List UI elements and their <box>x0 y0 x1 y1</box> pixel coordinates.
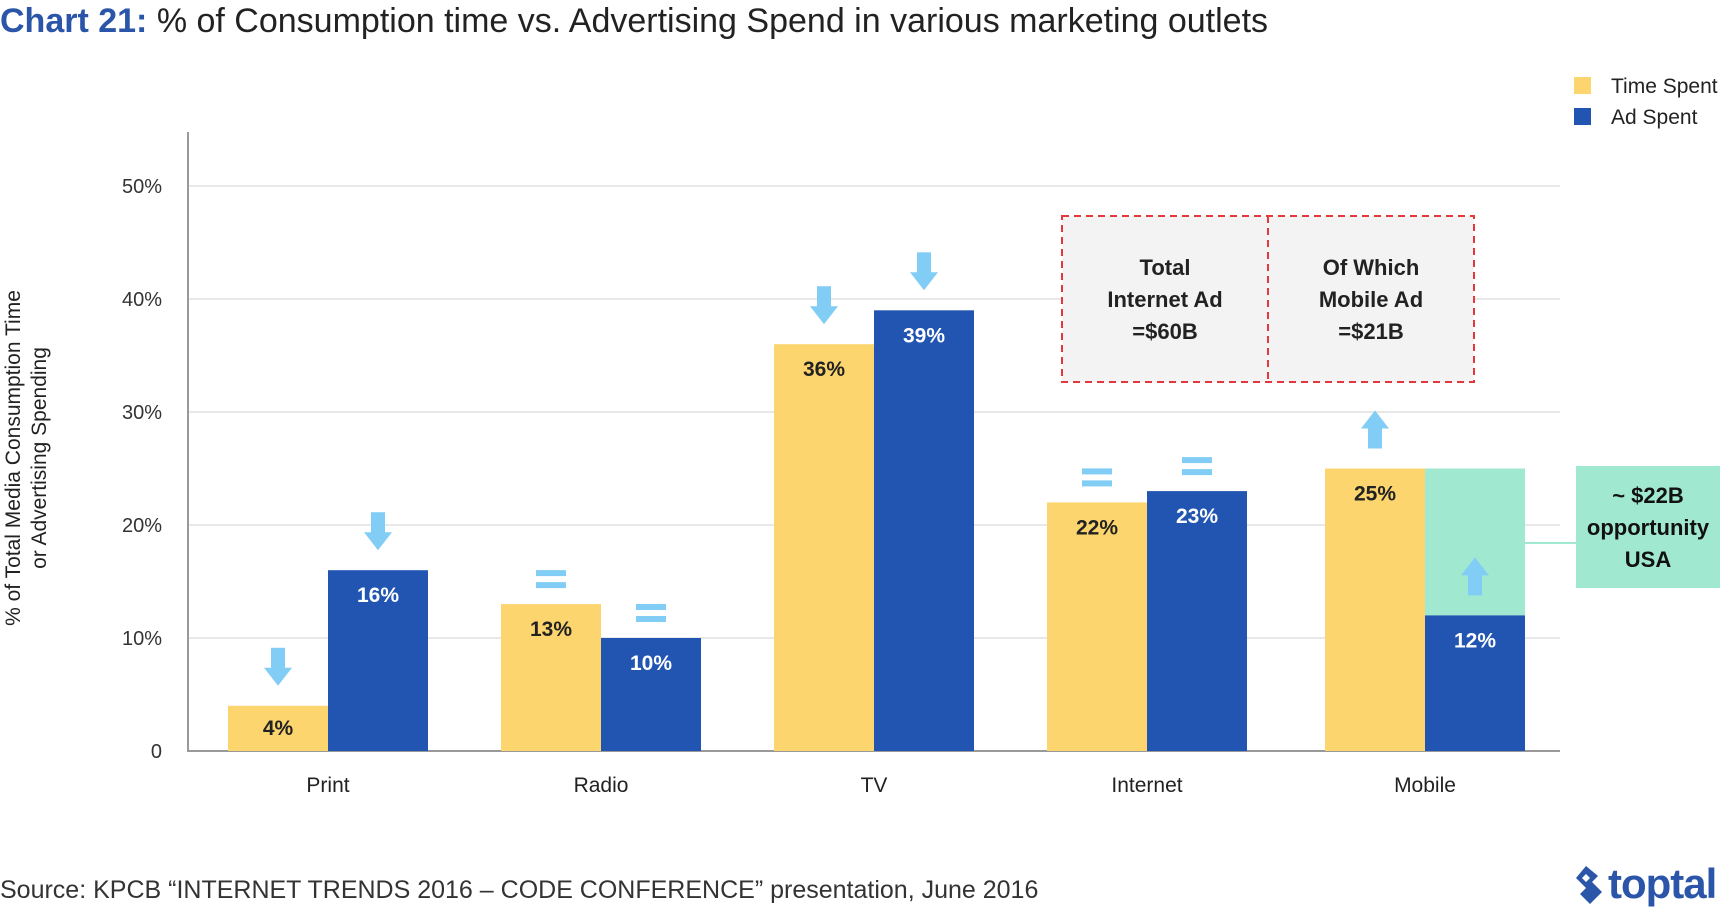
y-tick-label: 10% <box>122 628 162 650</box>
arrow-head <box>1461 557 1489 576</box>
x-category-label: Radio <box>574 774 629 797</box>
y-axis-label: % of Total Media Consumption Time <box>2 290 25 626</box>
equals-bar-top <box>1182 457 1212 464</box>
arrow-head <box>364 532 392 551</box>
trend-up-icon <box>1461 557 1489 596</box>
equals-bar-bottom <box>1182 469 1212 476</box>
y-axis-label: or Advertising Spending <box>28 347 51 569</box>
bar-value-label: 39% <box>903 324 945 347</box>
chart-title: Chart 21: % of Consumption time vs. Adve… <box>0 2 1268 41</box>
equals-bar-bottom <box>536 582 566 589</box>
bar-value-label: 13% <box>530 618 572 641</box>
toptal-logo: toptal <box>1572 860 1720 910</box>
total-internet-ad-callout-text: =$60B <box>1132 319 1197 344</box>
equals-bar-top <box>636 604 666 610</box>
arrow-head <box>810 306 838 325</box>
toptal-wordmark: toptal <box>1608 860 1717 907</box>
ad-spent-bar-radio <box>601 638 701 751</box>
arrow-shaft <box>1368 426 1382 449</box>
bar-value-label: 10% <box>630 652 672 675</box>
trend-down-icon <box>810 286 838 325</box>
legend-label: Time Spent <box>1611 75 1718 98</box>
trend-up-icon <box>1361 410 1389 449</box>
legend-label: Ad Spent <box>1611 106 1698 129</box>
bar-value-label: 25% <box>1354 483 1396 506</box>
arrow-head <box>910 272 938 291</box>
bar-value-label: 23% <box>1176 505 1218 528</box>
mobile-ad-callout-text: Of Which <box>1323 255 1420 280</box>
bar-value-label: 12% <box>1454 629 1496 652</box>
bar-value-label: 36% <box>803 358 845 381</box>
chart-title-text: % of Consumption time vs. Advertising Sp… <box>156 2 1269 40</box>
arrow-shaft <box>1468 573 1482 596</box>
opportunity-callout-box <box>1576 466 1720 588</box>
arrow-head <box>264 667 292 686</box>
bar-value-label: 22% <box>1076 516 1118 539</box>
y-tick-label: 20% <box>122 515 162 537</box>
equals-bar-top <box>536 570 566 577</box>
toptal-diamond-icon <box>1576 866 1602 904</box>
arrow-shaft <box>371 512 385 535</box>
source-note: Source: KPCB “INTERNET TRENDS 2016 – COD… <box>0 876 1039 904</box>
ad-spent-bar-tv <box>874 310 974 751</box>
y-tick-label: 50% <box>122 176 162 198</box>
arrow-shaft <box>817 286 831 309</box>
bar-value-label: 16% <box>357 584 399 607</box>
opportunity-callout-text: ~ $22B <box>1612 483 1684 508</box>
total-internet-ad-callout-text: Internet Ad <box>1107 287 1222 312</box>
opportunity-callout-text: opportunity <box>1587 515 1710 540</box>
arrow-head <box>1361 410 1389 429</box>
legend-swatch <box>1574 108 1591 125</box>
bar-value-label: 4% <box>263 717 294 740</box>
trend-down-icon <box>264 647 292 686</box>
arrow-shaft <box>917 252 931 275</box>
time-spent-bar-print <box>228 705 328 751</box>
time-spent-bar-internet <box>1047 502 1147 751</box>
x-category-label: Mobile <box>1394 774 1456 797</box>
time-spent-bar-tv <box>774 344 874 751</box>
trend-down-icon <box>910 252 938 291</box>
time-spent-bar-mobile <box>1325 468 1425 751</box>
legend-swatch <box>1574 77 1591 94</box>
trend-equal-icon <box>636 604 666 622</box>
equals-bar-top <box>1082 468 1112 475</box>
y-tick-label: 0 <box>151 741 162 763</box>
y-tick-label: 40% <box>122 289 162 311</box>
chart-title-lead: Chart 21: <box>0 2 148 40</box>
ad-spent-bar-internet <box>1147 491 1247 751</box>
trend-down-icon <box>364 512 392 551</box>
mobile-ad-callout-text: =$21B <box>1338 319 1403 344</box>
x-category-label: Internet <box>1111 774 1182 797</box>
equals-bar-bottom <box>1082 480 1112 487</box>
arrow-shaft <box>271 647 285 670</box>
x-category-label: Print <box>306 774 349 797</box>
ad-spent-bar-print <box>328 570 428 751</box>
opportunity-callout-text: USA <box>1625 547 1672 572</box>
bar-chart: 0 10% 20% 30% 40% 50% % of Total Media Consump… <box>2 75 1720 797</box>
trend-equal-icon <box>1182 457 1212 476</box>
time-spent-bar-radio <box>501 604 601 751</box>
mobile-ad-callout-text: Mobile Ad <box>1319 287 1423 312</box>
total-internet-ad-callout-text: Total <box>1140 255 1191 280</box>
ad-spent-bar-mobile <box>1425 615 1525 751</box>
trend-equal-icon <box>1082 468 1112 487</box>
trend-equal-icon <box>536 570 566 589</box>
equals-bar-bottom <box>636 616 666 622</box>
y-tick-label: 30% <box>122 402 162 424</box>
x-category-label: TV <box>861 774 888 797</box>
